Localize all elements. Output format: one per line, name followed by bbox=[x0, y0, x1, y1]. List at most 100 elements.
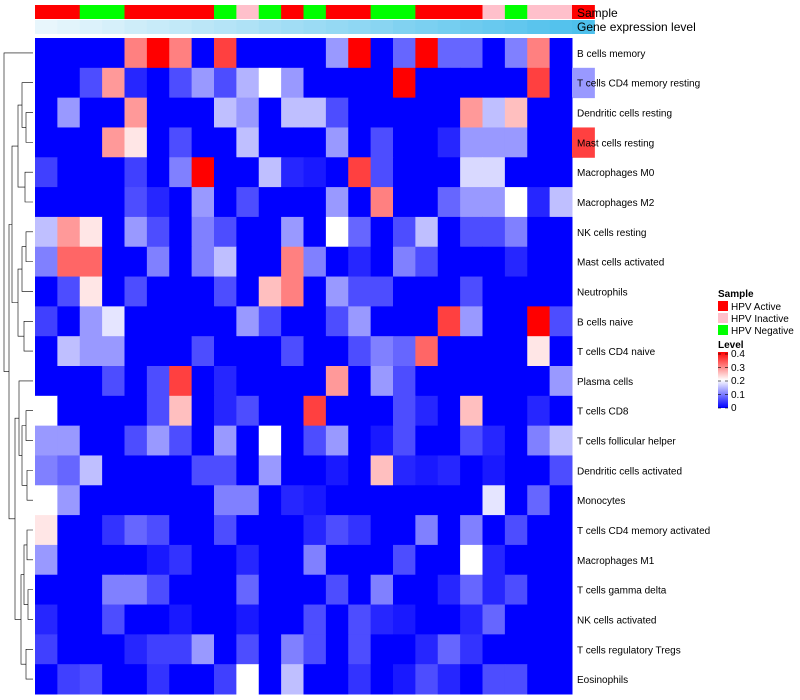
heatmap-cell bbox=[281, 67, 304, 99]
heatmap-cell bbox=[460, 38, 483, 69]
heatmap-cell bbox=[191, 276, 215, 307]
heatmap-cell bbox=[258, 574, 282, 606]
heatmap-cell bbox=[191, 246, 215, 278]
heatmap-cell bbox=[191, 634, 215, 665]
heatmap-cell bbox=[527, 515, 551, 546]
legend-level-title: Level bbox=[718, 340, 744, 351]
heatmap-cell bbox=[79, 246, 103, 278]
heatmap-cell bbox=[102, 38, 125, 69]
heatmap-cell bbox=[325, 336, 349, 367]
heatmap-cell bbox=[393, 425, 416, 456]
heatmap-cell bbox=[527, 276, 551, 307]
heatmap-cell bbox=[57, 574, 81, 606]
heatmap-cell bbox=[325, 187, 349, 218]
heatmap-cell bbox=[79, 97, 103, 128]
expression-cell-16 bbox=[370, 20, 394, 34]
heatmap-cell bbox=[258, 634, 282, 665]
heatmap-cell bbox=[236, 634, 260, 665]
heatmap-cell bbox=[191, 38, 215, 69]
heatmap-cell bbox=[504, 97, 528, 128]
heatmap-cell bbox=[415, 246, 439, 278]
heatmap-cell bbox=[124, 67, 148, 99]
sample-cell-19 bbox=[437, 5, 461, 19]
heatmap-cell bbox=[236, 604, 260, 635]
heatmap-cell bbox=[102, 515, 125, 546]
heatmap-cell bbox=[527, 634, 551, 665]
heatmap-cell bbox=[146, 515, 170, 546]
row-label: Macrophages M0 bbox=[577, 168, 655, 179]
heatmap-cell bbox=[35, 97, 58, 128]
heatmap-cell bbox=[482, 366, 506, 397]
expression-cell-15 bbox=[348, 20, 372, 34]
heatmap-cell bbox=[549, 604, 573, 635]
sample-cell-2 bbox=[57, 5, 81, 19]
heatmap-cell bbox=[370, 455, 394, 486]
expression-cell-7 bbox=[169, 20, 193, 34]
heatmap-cell bbox=[325, 574, 349, 606]
row-label: Plasma cells bbox=[577, 377, 633, 388]
heatmap-cell bbox=[236, 246, 260, 278]
heatmap-cell bbox=[258, 425, 282, 456]
heatmap-cell bbox=[527, 157, 551, 188]
expression-cell-14 bbox=[325, 20, 349, 34]
heatmap-cell bbox=[415, 634, 439, 665]
heatmap-cell bbox=[191, 544, 215, 576]
heatmap-cell bbox=[169, 157, 193, 188]
heatmap-cell bbox=[393, 38, 416, 69]
heatmap-cell bbox=[437, 634, 461, 665]
heatmap-cell bbox=[325, 276, 349, 307]
heatmap-cell bbox=[258, 38, 282, 69]
heatmap-cell bbox=[325, 395, 349, 427]
row-dendrogram bbox=[3, 52, 33, 680]
heatmap-cell bbox=[236, 544, 260, 576]
heatmap-cell bbox=[258, 127, 282, 158]
heatmap-cell bbox=[146, 634, 170, 665]
heatmap-cell bbox=[35, 544, 58, 576]
heatmap-cell bbox=[281, 97, 304, 128]
expression-cell-20 bbox=[460, 20, 483, 34]
heatmap-cell bbox=[415, 276, 439, 307]
heatmap-cell bbox=[281, 157, 304, 188]
heatmap-cell bbox=[504, 157, 528, 188]
heatmap-cell bbox=[325, 306, 349, 337]
heatmap-cell bbox=[303, 216, 327, 248]
heatmap-cell bbox=[460, 544, 483, 576]
heatmap-cell bbox=[348, 306, 372, 337]
heatmap-cell bbox=[303, 544, 327, 576]
heatmap-cell bbox=[281, 187, 304, 218]
heatmap-cell bbox=[527, 216, 551, 248]
heatmap-cell bbox=[460, 455, 483, 486]
heatmap-cell bbox=[325, 366, 349, 397]
heatmap-cell bbox=[393, 455, 416, 486]
heatmap-cell bbox=[504, 216, 528, 248]
legend-label-negative: HPV Negative bbox=[731, 326, 794, 337]
heatmap-cell bbox=[348, 485, 372, 516]
sample-cell-11 bbox=[258, 5, 282, 19]
heatmap-cell bbox=[169, 306, 193, 337]
heatmap-cell bbox=[549, 97, 573, 128]
row-label: T cells CD4 naive bbox=[577, 347, 656, 358]
sample-cell-5 bbox=[124, 5, 148, 19]
row-label: T cells CD4 memory activated bbox=[577, 526, 710, 537]
heatmap-cell bbox=[79, 574, 103, 606]
heatmap-cell bbox=[146, 216, 170, 248]
heatmap-cell bbox=[303, 306, 327, 337]
heatmap-cell bbox=[303, 276, 327, 307]
heatmap-cell bbox=[393, 366, 416, 397]
heatmap-cell bbox=[504, 574, 528, 606]
heatmap-cell bbox=[102, 395, 125, 427]
heatmap-cell bbox=[35, 574, 58, 606]
heatmap-cell bbox=[102, 157, 125, 188]
heatmap-cell bbox=[57, 67, 81, 99]
heatmap-cell bbox=[460, 127, 483, 158]
sample-cell-8 bbox=[191, 5, 215, 19]
heatmap-cell bbox=[460, 425, 483, 456]
heatmap-cell bbox=[57, 38, 81, 69]
legend-sample-title: Sample bbox=[718, 289, 754, 300]
heatmap-cell bbox=[35, 306, 58, 337]
heatmap-cell bbox=[437, 664, 461, 695]
heatmap-cell bbox=[460, 366, 483, 397]
dendrogram-branch bbox=[11, 145, 18, 303]
heatmap-cell bbox=[549, 664, 573, 695]
heatmap-cell bbox=[437, 425, 461, 456]
